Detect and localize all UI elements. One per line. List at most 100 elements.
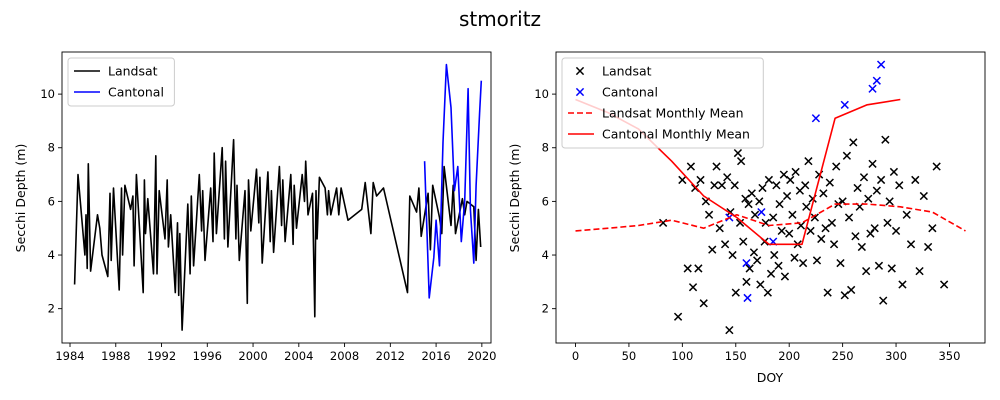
right-landsat-point-stroke-b [796,221,806,230]
right-landsat-point [902,210,911,219]
right-landsat-point-stroke-b [739,237,748,246]
right-landsat-point [791,167,800,177]
right-landsat-point [710,181,719,190]
figure-title: stmoritz [459,7,541,31]
right-cantonal-point [840,100,849,109]
right-landsat-point-stroke-b [788,210,797,219]
right-cantonal-point [868,84,877,93]
right-landsat-point [766,269,776,278]
left-ytick-label: 8 [48,141,55,155]
right-landsat-point [801,181,810,190]
right-landsat-point [898,280,907,289]
right-cantonal-point [742,258,751,268]
right-landsat-point [876,175,886,185]
right-landsat-point-stroke-b [870,224,879,233]
right-landsat-point-stroke-b [704,210,714,219]
right-landsat-point-stroke-b [798,258,808,268]
right-landsat-point-stroke-b [881,135,890,144]
right-landsat-point-stroke-b [928,224,937,233]
right-landsat-point [774,261,783,270]
right-landsat-point [812,256,822,265]
right-landsat-point-stroke-b [691,183,700,193]
right-landsat-point-stroke-b [761,218,770,227]
right-landsat-point [866,229,875,238]
right-cantonal-point [743,293,752,303]
right-landsat-point [859,173,869,182]
right-ytick-label: 6 [542,194,549,208]
right-cantonal-point-stroke-b [742,258,751,268]
left-ytick-label: 10 [40,87,55,101]
right-landsat-point [928,224,937,233]
right-legend-item: Landsat [575,64,652,79]
right-landsat-point-stroke-b [895,181,904,190]
right-landsat-point-stroke-b [678,175,687,185]
left-xtick-label: 2016 [421,349,450,363]
right-landsat-point [755,197,764,206]
right-landsat-point-stroke-b [823,288,832,297]
right-legend-label: Cantonal Monthly Mean [602,127,750,142]
right-landsat-point-stroke-b [827,218,837,227]
right-landsat-point [720,240,730,249]
right-xtick-label: 300 [885,349,907,363]
left-xtick-label: 2000 [238,349,267,363]
right-landsat-point [769,213,778,222]
right-landsat-point [870,224,879,233]
right-landsat-point [712,162,721,171]
right-legend-label: Cantonal [602,85,658,100]
right-landsat-point-stroke-b [710,181,719,190]
right-landsat-point-stroke-b [730,181,739,190]
right-landsat-point-stroke-b [736,157,746,166]
right-landsat-point-stroke-b [932,162,941,171]
right-landsat-point-stroke-b [857,242,866,252]
right-landsat-point-stroke-b [911,175,920,185]
right-landsat-point-stroke-b [898,280,907,289]
right-landsat-point-stroke-b [777,226,786,236]
right-landsat-point-stroke-b [735,218,745,227]
right-landsat-point [723,173,732,182]
right-landsat-point [911,175,920,185]
right-landsat-point [756,280,765,289]
right-landsat-point-stroke-b [868,159,877,168]
right-legend-marker [575,87,585,97]
right-cantonal-point-stroke-b [757,207,766,217]
left-xtick-label: 2008 [330,349,359,363]
right-landsat-point-stroke-b [696,175,705,185]
right-landsat-point [780,272,790,281]
right-landsat-point-stroke-b [819,189,828,198]
right-landsat-point-stroke-b [772,181,781,190]
right-landsat-point [731,288,740,297]
right-landsat-point-stroke-b [847,285,856,295]
right-landsat-point-stroke-b [842,151,852,160]
right-landsat-point-stroke-b [744,199,753,209]
right-landsat-point [879,296,888,305]
right-landsat-point [939,280,949,289]
left-cantonal-line [423,63,483,299]
right-landsat-point-stroke-b [708,245,717,254]
left-landsat-line [73,138,482,331]
right-landsat-point [758,183,767,193]
left-xtick-label: 2012 [376,349,405,363]
right-landsat-point [861,266,871,276]
right-landsat-point [683,264,692,273]
right-landsat-point-stroke-b [753,256,762,265]
right-ytick-label: 10 [534,87,549,101]
right-landsat-point [932,162,941,171]
right-xtick-label: 200 [778,349,800,363]
right-chart-ylabel: Secchi Depth (m) [507,144,522,253]
right-landsat-point [836,258,845,268]
right-landsat-point-stroke-b [810,213,819,222]
right-landsat-point [857,242,866,252]
right-landsat-point [790,253,799,262]
left-xtick-label: 1984 [55,349,84,363]
right-cantonal-point [811,114,821,123]
right-landsat-point [775,199,784,209]
right-cantonal-point [876,60,886,69]
right-landsat-point-stroke-b [780,272,790,281]
right-landsat-point [887,264,896,273]
right-landsat-point-stroke-b [861,266,871,276]
right-landsat-point [832,162,841,171]
right-landsat-point-stroke-b [864,194,873,203]
right-landsat-point [715,224,724,233]
right-landsat-point [874,261,884,270]
right-landsat-point-stroke-b [902,210,911,219]
